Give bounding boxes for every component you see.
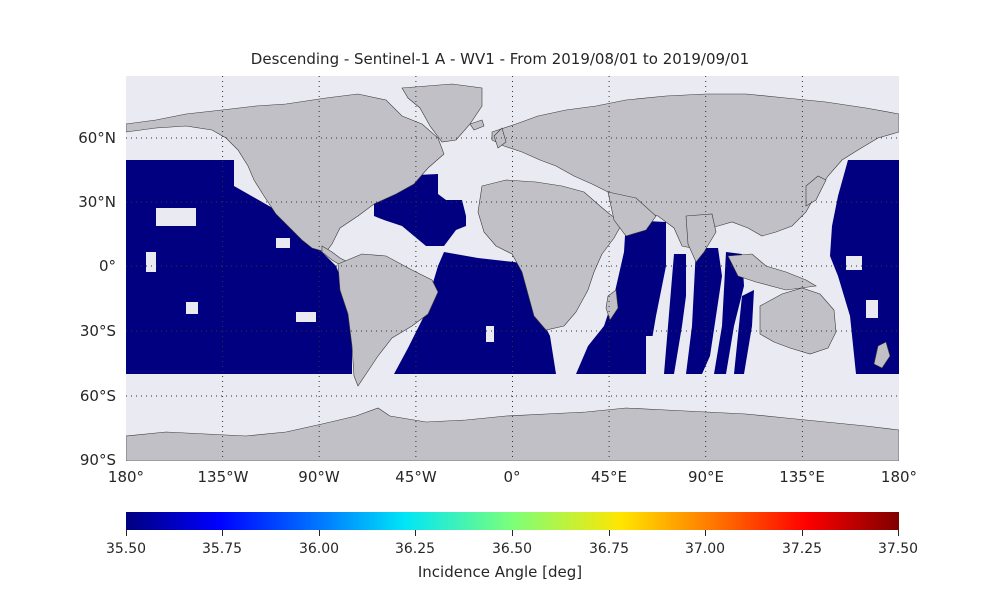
colorbar-label: 37.50 (877, 541, 919, 557)
swath-coverage (126, 160, 899, 374)
swath-indian-4 (714, 252, 744, 374)
colorbar-tick (222, 530, 223, 536)
lat-label-90s: 90°S (79, 451, 116, 469)
lon-label-90e: 90°E (687, 468, 725, 486)
swath-pacific-west (830, 160, 899, 374)
colorbar-tick (802, 530, 803, 536)
colorbar-tick (415, 530, 416, 536)
colorbar-label: 36.75 (588, 541, 630, 557)
colorbar-label: 36.00 (298, 541, 340, 557)
lon-label-135w: 135°W (197, 468, 249, 486)
swath-indian-5 (734, 290, 754, 374)
lon-label-45w: 45°W (395, 468, 437, 486)
colorbar-tick (705, 530, 706, 536)
greenland (401, 83, 483, 143)
antarctica (126, 407, 899, 461)
world-map (126, 76, 899, 461)
colorbar (126, 512, 899, 530)
colorbar-tick (126, 530, 127, 536)
lon-label-0: 0° (503, 468, 521, 486)
eurasia (491, 93, 899, 249)
swath-atlantic-south (394, 252, 556, 374)
swath-indian-3 (686, 248, 722, 374)
swath-indian-1 (576, 220, 666, 374)
colorbar-tick (609, 530, 610, 536)
lat-label-30n: 30°N (78, 193, 116, 211)
colorbar-label: 36.50 (491, 541, 533, 557)
lat-label-0: 0° (98, 257, 116, 275)
swath-gaps (146, 208, 878, 374)
indonesia (727, 253, 817, 291)
map-plot-area (126, 76, 899, 461)
britain (493, 127, 507, 149)
colorbar-label: 37.00 (684, 541, 726, 557)
iceland (469, 119, 485, 131)
madagascar (605, 289, 619, 321)
lat-label-60s: 60°S (79, 387, 116, 405)
lat-label-30s: 30°S (79, 322, 116, 340)
colorbar-label: 36.25 (394, 541, 436, 557)
colorbar-tick (319, 530, 320, 536)
chart-title: Descending - Sentinel-1 A - WV1 - From 2… (250, 50, 750, 68)
colorbar-tick (512, 530, 513, 536)
africa (477, 179, 625, 331)
new-zealand (873, 341, 891, 369)
colorbar-title: Incidence Angle [deg] (417, 563, 583, 581)
colorbar-label: 35.50 (105, 541, 147, 557)
lon-label-180e: 180° (880, 468, 918, 486)
japan (805, 175, 827, 207)
australia (759, 287, 837, 355)
south-america (337, 253, 439, 387)
colorbar-label: 35.75 (201, 541, 243, 557)
swath-indian-2 (664, 254, 686, 374)
india (685, 213, 717, 263)
colorbar-tick (898, 530, 899, 536)
lon-label-135e: 135°E (779, 468, 825, 486)
colorbar-label: 37.25 (781, 541, 823, 557)
land (126, 83, 899, 461)
lon-label-180w: 180° (107, 468, 145, 486)
arabia (607, 191, 657, 237)
lat-label-60n: 60°N (78, 129, 116, 147)
gridlines (126, 76, 899, 461)
lon-label-45e: 45°E (590, 468, 628, 486)
lon-label-90w: 90°W (298, 468, 340, 486)
north-america (126, 93, 445, 253)
